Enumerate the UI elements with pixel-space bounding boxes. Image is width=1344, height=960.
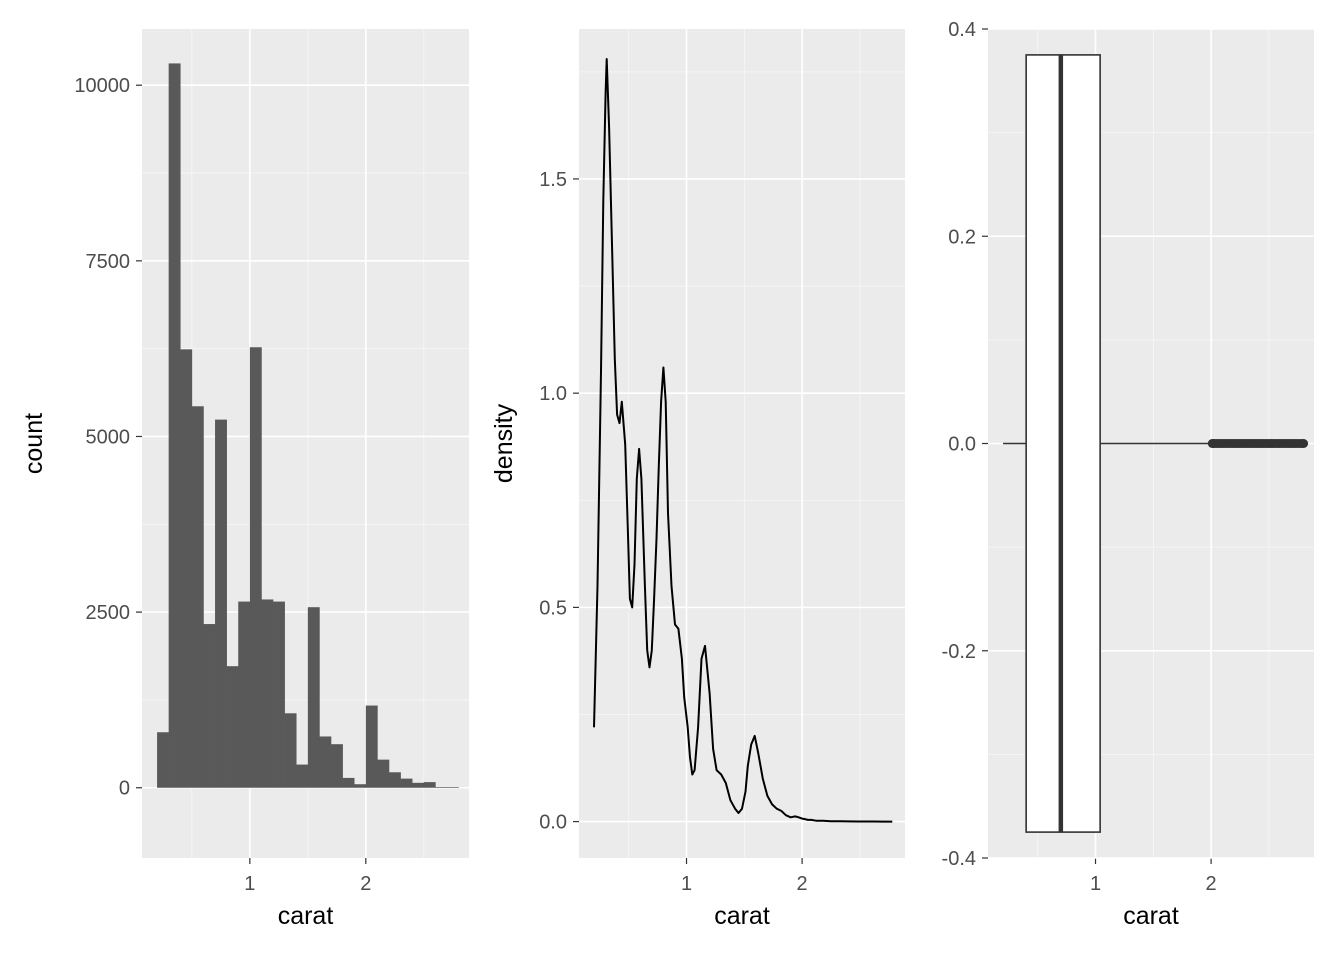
y-axis-title: count — [20, 413, 48, 474]
y-tick-label: 0 — [119, 778, 130, 800]
y-tick-label: 0.5 — [539, 597, 567, 619]
histogram-bar — [446, 787, 459, 788]
y-tick-label: 7500 — [86, 251, 131, 273]
x-tick-label: 2 — [797, 873, 808, 895]
y-tick-label: -0.4 — [942, 848, 976, 870]
y-tick-label: 1.0 — [539, 383, 567, 405]
histogram-bar — [238, 601, 251, 788]
histogram-bar — [180, 349, 193, 788]
histogram-bar — [249, 347, 262, 788]
x-tick-label: 2 — [360, 873, 371, 895]
histogram-bar — [191, 406, 204, 788]
y-tick-label: 10000 — [74, 75, 130, 97]
histogram-bar — [354, 784, 367, 788]
y-tick-label: 1.5 — [539, 169, 567, 191]
histogram-bar — [203, 624, 216, 788]
histogram-bar — [377, 759, 390, 788]
y-tick-label: 0.0 — [948, 434, 976, 456]
y-tick-label: 0.4 — [948, 19, 976, 41]
x-tick-label: 1 — [681, 873, 692, 895]
histogram-bar — [412, 782, 425, 788]
histogram-bar — [273, 601, 285, 788]
histogram-bar — [342, 777, 355, 788]
x-tick-label: 2 — [1206, 873, 1217, 895]
y-tick-label: -0.2 — [942, 641, 976, 663]
density-line — [593, 58, 893, 823]
histogram-bar — [388, 772, 401, 788]
histogram-bar — [168, 63, 181, 788]
histogram-bar — [157, 732, 169, 788]
histogram-bar — [284, 713, 297, 788]
histogram-bar — [435, 787, 448, 788]
x-tick-label: 1 — [244, 873, 255, 895]
x-axis-title: carat — [714, 902, 770, 930]
y-tick-label: 0.0 — [539, 812, 567, 834]
y-axis-title: density — [490, 403, 518, 483]
histogram-bar — [215, 419, 227, 788]
panel-background — [579, 29, 905, 858]
x-axis-title: carat — [278, 902, 334, 930]
y-tick-label: 2500 — [86, 602, 131, 624]
histogram-bar — [307, 607, 320, 788]
y-tick-label: 5000 — [86, 426, 131, 448]
histogram-bar — [423, 782, 436, 788]
boxplot-panel: 1 2 -0.4 -0.2 0.0 0.2 0.4 carat — [942, 19, 1314, 930]
histogram-bar — [226, 666, 239, 788]
histogram-bar — [400, 778, 413, 788]
x-tick-label: 1 — [1090, 873, 1101, 895]
histogram-bar — [319, 736, 332, 788]
y-tick-label: 0.2 — [948, 226, 976, 248]
x-axis-title: carat — [1123, 902, 1179, 930]
outlier-point — [1299, 439, 1309, 448]
density-panel: 1 2 0.0 0.5 1.0 1.5 carat density — [490, 29, 905, 930]
histogram-bar — [331, 744, 343, 788]
histogram-panel: 1 2 0 2500 5000 7500 10000 carat count — [20, 29, 469, 930]
box — [1025, 54, 1101, 833]
histogram-bar — [365, 705, 378, 788]
histogram-bar — [261, 599, 274, 788]
histogram-bar — [296, 764, 309, 788]
